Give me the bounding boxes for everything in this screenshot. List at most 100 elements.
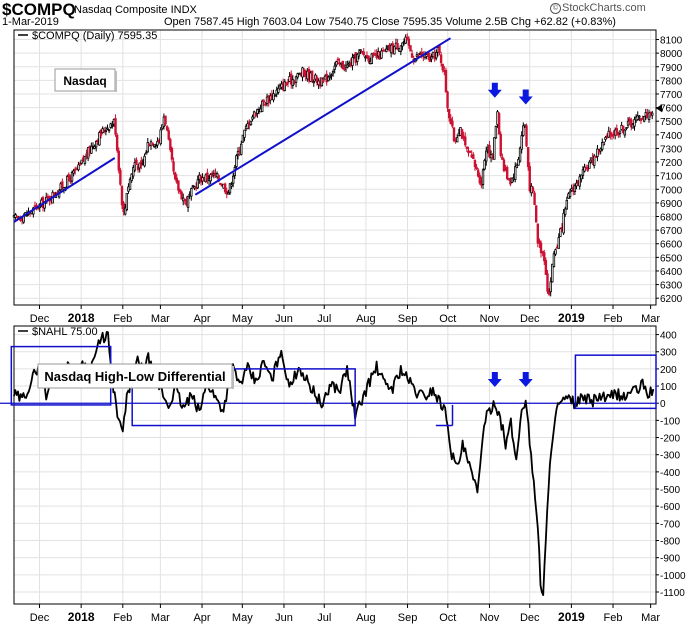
candle-body — [356, 54, 359, 62]
candle-body — [170, 148, 174, 160]
x-tick-label: May — [232, 313, 253, 325]
candle-body — [215, 173, 219, 178]
candle-body — [485, 150, 488, 162]
y-tick-label: 7300 — [660, 144, 683, 155]
candle-body — [327, 76, 330, 82]
candle-body — [617, 132, 620, 136]
candle-body — [536, 223, 540, 244]
x-tick-label: Dec — [520, 612, 540, 624]
candle-body — [122, 202, 125, 212]
candle-body — [286, 81, 290, 84]
stockcharts-credit[interactable]: © StockCharts.com — [550, 2, 646, 14]
candle-body — [481, 169, 485, 185]
candle-body — [98, 132, 101, 146]
candle-body — [539, 242, 543, 254]
y-tick-label: -300 — [660, 451, 680, 462]
candle-body — [520, 135, 523, 150]
candle-body — [228, 183, 232, 194]
y-tick-label: 7000 — [660, 185, 683, 196]
candle-body — [447, 108, 451, 119]
candle-body — [235, 155, 238, 167]
candle-body — [196, 179, 199, 189]
candle-body — [515, 164, 519, 169]
y-tick-label: 6800 — [660, 213, 683, 224]
candle-body — [346, 64, 349, 68]
range-box — [131, 368, 356, 427]
y-tick-label: 7100 — [660, 172, 683, 183]
candle-body — [180, 191, 183, 200]
candle-body — [493, 137, 496, 160]
candle-body — [61, 181, 64, 189]
candle-body — [236, 151, 240, 156]
candle-body — [625, 127, 628, 129]
candle-body — [117, 150, 120, 171]
candle-body — [132, 167, 135, 177]
candle-body — [169, 139, 172, 151]
quote-date: 1-Mar-2019 — [2, 16, 59, 28]
candle-body — [549, 281, 552, 293]
y-tick-label: -400 — [660, 468, 680, 479]
y-tick-label: -100 — [660, 416, 680, 427]
candle-body — [551, 263, 554, 283]
candle-body — [296, 73, 299, 78]
candle-body — [610, 134, 614, 137]
candle-body — [638, 115, 641, 118]
candle-body — [565, 200, 569, 210]
candle-body — [401, 42, 404, 47]
candle-body — [227, 192, 230, 195]
candle-body — [367, 55, 370, 62]
candle-body — [497, 113, 501, 135]
candle-body — [94, 141, 98, 148]
candle-body — [315, 76, 319, 84]
candle-body — [541, 250, 544, 254]
candle-body — [468, 150, 472, 153]
x-tick-label: Sep — [398, 313, 418, 325]
down-arrow-icon — [487, 372, 502, 388]
x-tick-label: Feb — [604, 313, 623, 325]
candle-body — [351, 57, 354, 67]
candle-body — [241, 134, 245, 143]
candle-body — [111, 124, 114, 127]
y-tick-label: 100 — [660, 382, 677, 393]
candle-body — [240, 143, 243, 155]
candle-body — [312, 81, 315, 84]
y-tick-label: 300 — [660, 348, 677, 359]
candle-body — [231, 175, 235, 184]
x-tick-label: Aug — [356, 313, 376, 325]
candle-body — [125, 193, 129, 211]
candle-body — [483, 160, 486, 170]
candle-body — [622, 125, 625, 133]
candle-body — [451, 120, 454, 127]
candle-body — [573, 185, 577, 193]
down-arrow-icon — [518, 89, 533, 105]
candle-body — [156, 140, 159, 146]
candle-body — [209, 174, 212, 182]
candle-body — [444, 69, 448, 93]
candle-body — [115, 134, 119, 151]
candle-body — [642, 115, 646, 122]
candle-body — [320, 77, 324, 87]
candle-body — [404, 36, 407, 44]
x-tick-label: 2019 — [558, 610, 585, 624]
candle-body — [564, 208, 567, 215]
candle-body — [370, 53, 374, 64]
candle-body — [478, 175, 481, 184]
candle-body — [578, 176, 581, 187]
candle-body — [409, 45, 412, 52]
candle-body — [291, 79, 295, 86]
x-tick-label: Nov — [480, 612, 500, 624]
x-tick-label: Mar — [641, 313, 660, 325]
candle-body — [364, 56, 367, 59]
candle-body — [581, 169, 585, 176]
candle-body — [135, 159, 138, 165]
y-tick-label: 200 — [660, 365, 677, 376]
candle-body — [430, 56, 433, 60]
candle-body — [630, 119, 633, 128]
candle-body — [70, 172, 74, 182]
candle-body — [177, 180, 180, 191]
x-tick-label: 2018 — [68, 311, 95, 325]
y-tick-label: -700 — [660, 519, 680, 530]
candle-body — [264, 103, 267, 106]
x-tick-label: Sep — [398, 612, 418, 624]
